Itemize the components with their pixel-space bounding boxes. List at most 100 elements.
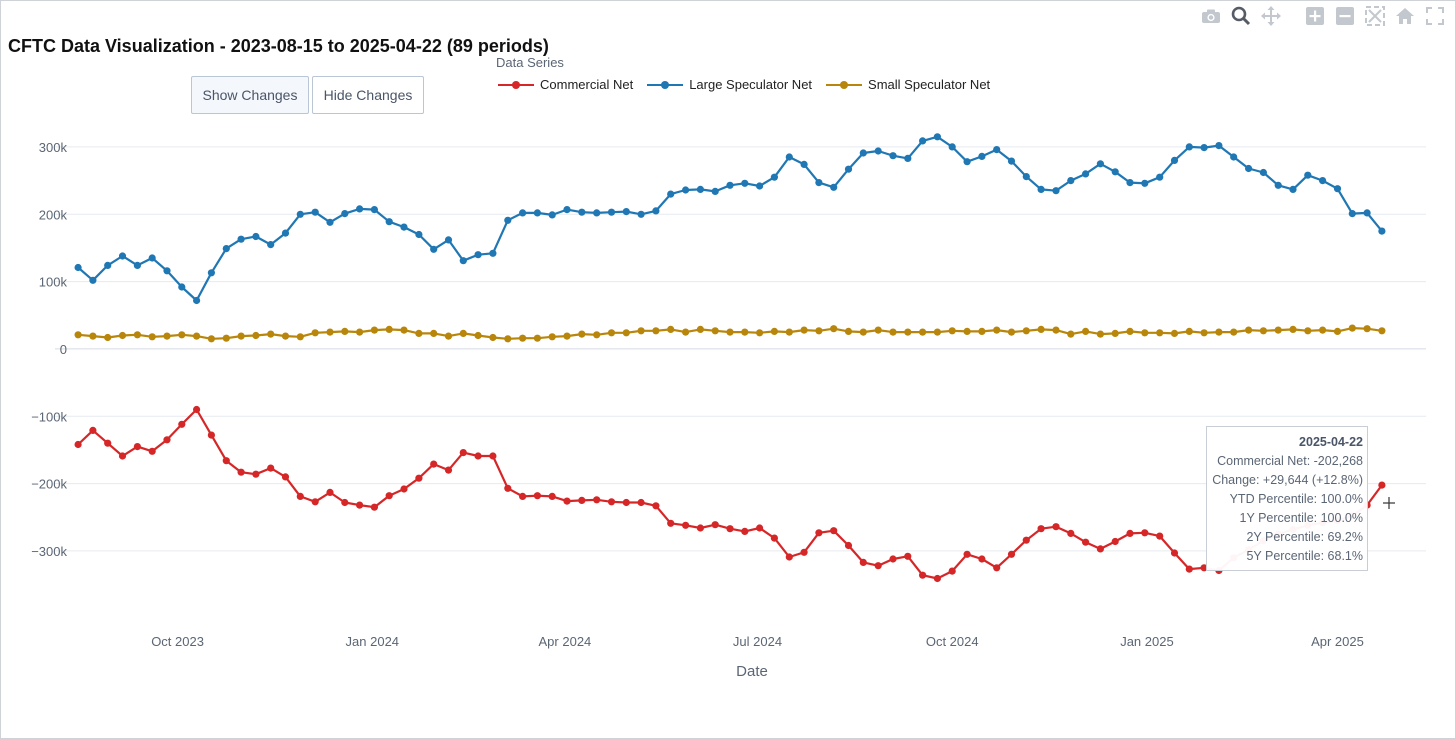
data-point[interactable] <box>682 521 690 529</box>
data-point[interactable] <box>1333 185 1342 193</box>
data-point[interactable] <box>341 210 349 218</box>
data-point[interactable] <box>281 332 290 340</box>
data-point[interactable] <box>1245 164 1253 173</box>
data-point[interactable] <box>133 261 141 269</box>
data-point[interactable] <box>504 335 512 343</box>
data-point[interactable] <box>1156 329 1164 337</box>
data-point[interactable] <box>578 208 586 216</box>
data-point[interactable] <box>1215 328 1223 336</box>
data-point[interactable] <box>1259 168 1267 177</box>
data-point[interactable] <box>370 206 378 214</box>
data-point[interactable] <box>963 158 971 166</box>
data-point[interactable] <box>1289 185 1297 193</box>
data-point[interactable] <box>830 183 838 191</box>
data-point[interactable] <box>193 296 201 305</box>
data-point[interactable] <box>267 241 275 249</box>
data-point[interactable] <box>711 187 719 195</box>
data-point[interactable] <box>311 208 319 216</box>
data-point[interactable] <box>311 329 319 337</box>
data-point[interactable] <box>1096 160 1104 168</box>
data-point[interactable] <box>948 143 956 151</box>
data-point[interactable] <box>430 329 438 337</box>
data-point[interactable] <box>1363 209 1371 217</box>
data-point[interactable] <box>874 562 882 570</box>
data-point[interactable] <box>237 468 245 476</box>
data-point[interactable] <box>844 165 853 173</box>
data-point[interactable] <box>904 328 912 336</box>
data-point[interactable] <box>222 457 230 465</box>
data-point[interactable] <box>444 466 453 474</box>
data-point[interactable] <box>1141 329 1149 337</box>
data-point[interactable] <box>1170 549 1179 557</box>
data-point[interactable] <box>341 498 349 507</box>
data-point[interactable] <box>1200 329 1208 337</box>
data-point[interactable] <box>933 133 942 141</box>
data-point[interactable] <box>400 223 408 231</box>
data-point[interactable] <box>74 263 82 272</box>
data-point[interactable] <box>178 420 186 428</box>
data-point[interactable] <box>1274 326 1282 334</box>
data-point[interactable] <box>963 327 971 335</box>
data-point[interactable] <box>1378 327 1386 335</box>
data-point[interactable] <box>726 328 734 336</box>
data-point[interactable] <box>385 492 393 500</box>
data-point[interactable] <box>89 332 97 340</box>
data-point[interactable] <box>859 328 867 336</box>
data-point[interactable] <box>1111 329 1119 337</box>
data-point[interactable] <box>1215 142 1223 150</box>
data-point[interactable] <box>1230 153 1238 161</box>
data-point[interactable] <box>637 327 645 335</box>
data-point[interactable] <box>548 333 556 341</box>
data-point[interactable] <box>222 245 230 253</box>
data-point[interactable] <box>104 333 112 342</box>
data-point[interactable] <box>652 327 660 335</box>
zoom-in-icon[interactable] <box>1302 5 1328 27</box>
data-point[interactable] <box>1052 523 1060 531</box>
data-point[interactable] <box>652 502 660 510</box>
data-point[interactable] <box>815 327 823 335</box>
data-point[interactable] <box>830 325 838 333</box>
fullscreen-icon[interactable] <box>1422 5 1448 27</box>
data-point[interactable] <box>1067 330 1075 338</box>
camera-icon[interactable] <box>1198 5 1224 27</box>
data-point[interactable] <box>874 147 882 155</box>
data-point[interactable] <box>800 326 808 334</box>
data-point[interactable] <box>1185 327 1193 335</box>
data-point[interactable] <box>474 251 482 259</box>
data-point[interactable] <box>252 470 260 478</box>
data-point[interactable] <box>667 519 675 527</box>
data-point[interactable] <box>1170 329 1179 337</box>
data-point[interactable] <box>1022 536 1030 544</box>
data-point[interactable] <box>607 498 616 506</box>
data-point[interactable] <box>193 332 201 340</box>
data-point[interactable] <box>637 210 645 218</box>
data-point[interactable] <box>711 521 719 529</box>
data-point[interactable] <box>133 331 141 339</box>
data-point[interactable] <box>533 492 542 500</box>
data-point[interactable] <box>1319 326 1327 334</box>
data-point[interactable] <box>281 229 290 237</box>
data-point[interactable] <box>267 464 275 472</box>
data-point[interactable] <box>1022 327 1030 335</box>
data-point[interactable] <box>459 449 467 457</box>
data-point[interactable] <box>682 186 690 194</box>
data-point[interactable] <box>1067 177 1075 185</box>
data-point[interactable] <box>207 431 215 439</box>
data-point[interactable] <box>430 245 438 253</box>
data-point[interactable] <box>89 426 97 434</box>
data-point[interactable] <box>607 208 616 216</box>
data-point[interactable] <box>430 460 438 468</box>
data-point[interactable] <box>889 152 897 160</box>
data-point[interactable] <box>1067 529 1075 538</box>
data-point[interactable] <box>726 181 734 189</box>
data-point[interactable] <box>533 334 542 342</box>
data-point[interactable] <box>118 452 127 460</box>
data-point[interactable] <box>756 524 764 532</box>
data-point[interactable] <box>1289 325 1297 333</box>
pan-icon[interactable] <box>1258 5 1284 27</box>
data-point[interactable] <box>830 527 838 535</box>
data-point[interactable] <box>519 334 527 342</box>
data-point[interactable] <box>1126 529 1134 538</box>
data-point[interactable] <box>978 327 986 335</box>
data-point[interactable] <box>711 327 719 335</box>
